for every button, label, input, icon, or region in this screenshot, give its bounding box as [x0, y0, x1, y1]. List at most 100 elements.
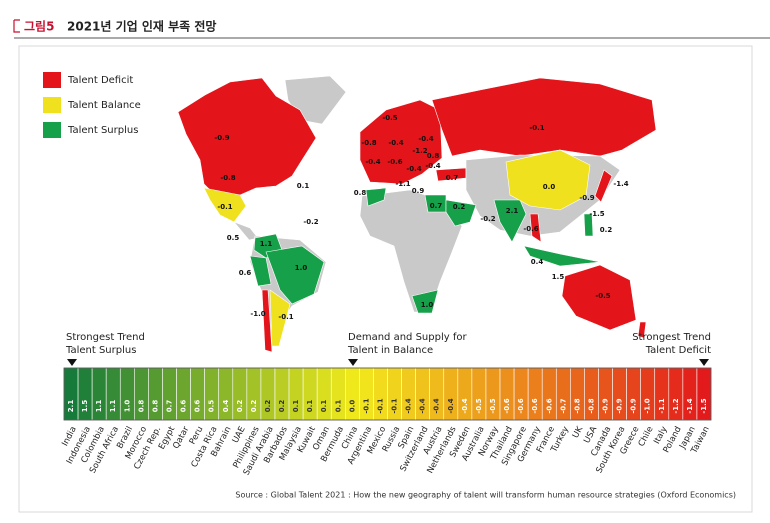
- cell-value-label: 0.6: [194, 400, 202, 413]
- country-shape: [431, 77, 657, 157]
- cell-value-label: -0.4: [405, 398, 413, 413]
- cell-value-label: -0.5: [475, 398, 483, 413]
- map-value-label: 0.5: [227, 234, 240, 242]
- country-shape: [265, 245, 325, 305]
- label-bracket: [13, 19, 20, 33]
- cell-value-label: 0.5: [208, 400, 216, 413]
- cell-value-label: -0.4: [433, 398, 441, 413]
- map-value-label: -0.9: [214, 134, 229, 142]
- cell-value-label: 0.2: [236, 400, 244, 413]
- country-shape: [177, 77, 317, 196]
- map-value-label: -0.6: [387, 158, 402, 166]
- map-value-label: -0.4: [406, 165, 421, 173]
- annotation: Strongest Trend: [632, 332, 711, 343]
- map-value-label: -0.6: [523, 225, 538, 233]
- legend-swatch: [43, 122, 61, 138]
- country-shape: [561, 264, 637, 331]
- cell-value-label: 0.2: [264, 400, 272, 413]
- country-shape: [365, 187, 387, 207]
- cell-value-label: -0.6: [531, 398, 539, 413]
- cell-value-label: -0.1: [376, 398, 384, 413]
- cell-value-label: -0.1: [362, 398, 370, 413]
- map-value-label: -0.5: [595, 292, 610, 300]
- cell-value-label: 0.0: [348, 400, 356, 413]
- map-value-label: 0.8: [427, 152, 440, 160]
- map-value-label: -0.8: [220, 174, 235, 182]
- country-shape: [411, 289, 439, 314]
- map-value-label: -0.8: [361, 139, 376, 147]
- legend-label: Talent Deficit: [67, 75, 133, 86]
- legend-swatch: [43, 97, 61, 113]
- annotation: Talent Deficit: [645, 345, 711, 356]
- map-value-label: -0.4: [388, 139, 403, 147]
- cell-value-label: -1.0: [644, 398, 652, 413]
- map-value-label: -0.5: [382, 114, 397, 122]
- map-value-label: 0.4: [531, 258, 544, 266]
- map-value-label: 0.9: [412, 187, 425, 195]
- map-value-label: -1.0: [250, 310, 265, 318]
- annotation: Talent in Balance: [347, 345, 433, 356]
- country-shape: [583, 213, 594, 237]
- annotation: Strongest Trend: [66, 332, 145, 343]
- country-shape: [493, 199, 527, 243]
- cell-value-label: -0.6: [517, 398, 525, 413]
- legend-label: Talent Balance: [67, 100, 141, 111]
- cell-value-label: -0.6: [503, 398, 511, 413]
- map-value-label: 1.5: [552, 273, 565, 281]
- country-shape: [523, 245, 601, 267]
- annotation-marker: [348, 359, 358, 366]
- map-value-label: -1.2: [412, 147, 427, 155]
- cell-value-label: -1.1: [658, 398, 666, 413]
- country-shape: [249, 255, 272, 287]
- world-map: Talent Deficit Talent Balance Talent Surpl…: [43, 72, 657, 353]
- map-value-label: -0.2: [303, 218, 318, 226]
- cell-value-label: -0.8: [587, 398, 595, 413]
- cell-value-label: -0.6: [545, 398, 553, 413]
- legend-swatch: [43, 72, 61, 88]
- cell-value-label: -0.4: [461, 398, 469, 413]
- cell-value-label: -0.1: [391, 398, 399, 413]
- country-shape: [269, 289, 291, 347]
- cell-value-label: -0.4: [419, 398, 427, 413]
- cell-value-label: 0.1: [320, 400, 328, 413]
- cell-value-label: -0.8: [573, 398, 581, 413]
- cell-value-label: 0.2: [250, 400, 258, 413]
- cell-value-label: -0.4: [447, 398, 455, 413]
- map-value-label: 0.1: [297, 182, 310, 190]
- cell-value-label: 0.7: [165, 400, 173, 413]
- cell-value-label: 1.5: [81, 400, 89, 413]
- cell-value-label: 0.6: [180, 400, 188, 413]
- figure-label: 그림5: [24, 20, 54, 34]
- cell-value-label: 1.0: [123, 400, 131, 413]
- annotation: Demand and Supply for: [348, 332, 467, 343]
- cell-value-label: 0.1: [306, 400, 314, 413]
- cell-value-label: -0.5: [489, 398, 497, 413]
- country-shape: [359, 99, 443, 185]
- cell-value-label: 0.8: [137, 400, 145, 413]
- map-value-label: 0.6: [239, 269, 252, 277]
- map-value-label: 1.1: [260, 240, 273, 248]
- cell-value-label: -1.2: [672, 398, 680, 413]
- country-shape: [594, 169, 613, 203]
- country-shape: [261, 289, 273, 353]
- cell-value-label: 0.1: [334, 400, 342, 413]
- map-value-label: -0.1: [217, 203, 232, 211]
- source: Source : Global Talent 2021 : How the ne…: [235, 491, 736, 500]
- map-value-label: 0.2: [453, 203, 466, 211]
- annotation-marker: [67, 359, 77, 366]
- cell-value-label: 0.1: [292, 400, 300, 413]
- map-value-label: 1.0: [295, 264, 308, 272]
- map-value-label: -0.1: [278, 313, 293, 321]
- map-value-label: -0.1: [529, 124, 544, 132]
- country-shape: [637, 321, 647, 339]
- map-value-label: 1.0: [421, 301, 434, 309]
- map-value-label: 2.1: [506, 207, 519, 215]
- cell-value-label: -0.9: [616, 398, 624, 413]
- legend-label: Talent Surplus: [67, 125, 138, 136]
- cell-value-label: -0.9: [630, 398, 638, 413]
- map-value-label: -1.4: [613, 180, 628, 188]
- map-value-label: -0.4: [418, 135, 433, 143]
- cell-value-label: -1.4: [686, 398, 694, 413]
- country-shape: [529, 213, 542, 243]
